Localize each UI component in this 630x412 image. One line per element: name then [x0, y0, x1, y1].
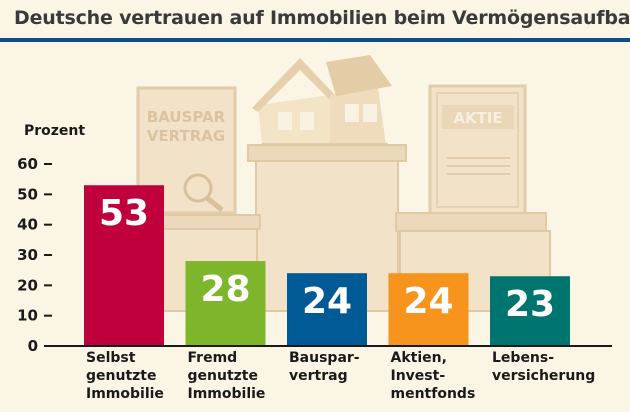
category-label: genutzte	[86, 368, 156, 384]
bar	[388, 273, 469, 346]
y-tick-label: 50	[17, 185, 38, 203]
bar	[84, 185, 164, 346]
category-label: Selbst	[86, 350, 136, 366]
value-labels: 53 28 24 24 23	[99, 193, 555, 325]
y-axis-ticks: 0 10 20 30 40 50 60	[17, 155, 52, 355]
document-left-line-2: VERTRAG	[147, 127, 225, 145]
magnifier-icon	[183, 173, 213, 203]
y-tick-label: 60	[17, 155, 38, 173]
category-label: Lebens-	[492, 350, 554, 366]
category-label: Immobilie	[188, 386, 266, 402]
bar-value-label: 24	[403, 281, 453, 322]
chart-title: Deutsche vertrauen auf Immobilien beim V…	[14, 7, 630, 29]
document-illustration-right: AKTIE	[428, 84, 527, 216]
category-label: versicherung	[492, 368, 595, 384]
y-tick-label: 30	[17, 246, 38, 264]
y-tick-label: 20	[17, 276, 38, 294]
category-label: Fremd	[188, 350, 238, 366]
category-label: Invest-	[391, 368, 446, 384]
house-illustration	[252, 55, 392, 147]
y-axis-label: Prozent	[24, 123, 85, 139]
bar-value-label: 53	[99, 193, 149, 234]
category-label: vertrag	[289, 368, 348, 384]
category-label: Immobilie	[86, 386, 164, 402]
title-rule	[0, 38, 630, 42]
bars	[84, 185, 570, 346]
bar-value-label: 24	[302, 281, 352, 322]
bar-value-label: 28	[200, 269, 250, 310]
category-label: genutzte	[188, 368, 258, 384]
bar	[185, 261, 266, 346]
category-label: Aktien,	[391, 350, 447, 366]
bar-value-label: 23	[505, 284, 555, 325]
document-illustration-left: BAUSPAR VERTRAG	[136, 86, 237, 215]
category-label: mentfonds	[391, 386, 476, 402]
y-tick-label: 10	[17, 307, 38, 325]
category-labels: Selbst genutzte Immobilie Fremd genutzte Immo…	[86, 350, 595, 402]
bar	[490, 276, 570, 346]
y-tick-label: 40	[17, 216, 38, 234]
document-right-title: AKTIE	[453, 109, 502, 127]
category-label: Bauspar-	[289, 350, 360, 366]
bar	[287, 273, 367, 346]
document-left-line-1: BAUSPAR	[147, 108, 226, 126]
y-tick-label: 0	[28, 337, 38, 355]
